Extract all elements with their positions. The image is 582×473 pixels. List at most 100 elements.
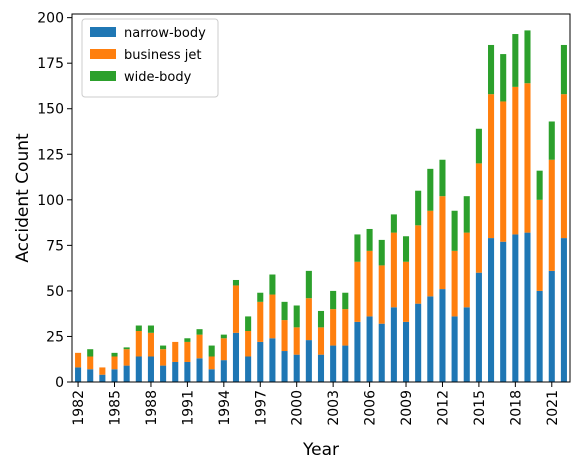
legend-swatch	[90, 71, 116, 81]
bar-narrow-body-2018	[512, 234, 519, 382]
bar-business-jet-2014	[463, 232, 470, 308]
bar-wide-body-1993	[208, 345, 215, 357]
x-tick-label: 2006	[363, 390, 379, 426]
bar-business-jet-2019	[524, 83, 531, 233]
bar-narrow-body-1993	[208, 369, 215, 382]
bar-wide-body-2018	[512, 34, 519, 87]
bar-wide-body-1997	[257, 292, 264, 302]
bar-wide-body-2005	[354, 234, 361, 262]
bar-business-jet-2004	[342, 309, 349, 346]
bar-narrow-body-2004	[342, 345, 349, 382]
y-tick-label: 175	[37, 56, 64, 72]
bar-narrow-body-2009	[402, 321, 410, 382]
y-tick-label: 50	[46, 284, 64, 300]
bar-business-jet-1987	[135, 330, 142, 357]
bar-business-jet-1998	[269, 294, 276, 339]
bar-wide-body-1987	[135, 325, 142, 331]
bar-narrow-body-2016	[488, 238, 495, 382]
bar-business-jet-2022	[560, 94, 567, 239]
bar-business-jet-2002	[317, 327, 325, 355]
x-tick-label: 2021	[545, 390, 561, 426]
bar-business-jet-2018	[512, 86, 519, 235]
bar-narrow-body-1984	[99, 374, 106, 382]
bar-business-jet-1984	[99, 367, 106, 375]
legend-swatch	[90, 27, 116, 37]
plot-area	[75, 30, 567, 382]
x-tick-label: 2018	[508, 390, 524, 426]
bar-wide-body-2008	[390, 214, 397, 233]
x-tick-label: 2012	[435, 390, 451, 426]
bar-narrow-body-1985	[111, 369, 118, 382]
bar-business-jet-1986	[123, 349, 130, 366]
bar-wide-body-1991	[184, 338, 191, 342]
bar-narrow-body-2001	[305, 340, 312, 382]
bar-narrow-body-2014	[463, 307, 470, 382]
bar-narrow-body-1999	[281, 351, 288, 382]
bar-narrow-body-2012	[439, 289, 446, 382]
legend-swatch	[90, 49, 116, 59]
x-tick-label: 2003	[326, 390, 342, 426]
bar-business-jet-1996	[245, 330, 252, 357]
bar-business-jet-1990	[172, 341, 179, 362]
bar-business-jet-2010	[415, 225, 422, 304]
y-tick-label: 25	[46, 329, 64, 345]
bar-wide-body-1995	[232, 279, 240, 286]
bar-wide-body-1994	[220, 334, 227, 339]
bar-business-jet-1994	[220, 338, 227, 361]
bar-wide-body-2007	[378, 239, 385, 266]
bar-business-jet-2012	[439, 196, 446, 290]
bar-wide-body-1998	[269, 274, 276, 295]
axes-frame	[71, 13, 571, 383]
x-tick-label: 1991	[180, 390, 196, 426]
x-axis: 1982 1985 1988 1991 1994 1997 2000 2003 2006 2009…	[71, 382, 561, 426]
bar-wide-body-2003	[330, 290, 337, 310]
bar-narrow-body-1996	[245, 356, 252, 382]
x-axis-label: Year	[302, 440, 339, 460]
x-tick-label: 2009	[399, 390, 415, 426]
bar-business-jet-1995	[232, 285, 240, 333]
legend-label: narrow-body	[124, 26, 206, 41]
x-tick-label: 1982	[71, 390, 87, 426]
bar-narrow-body-2007	[378, 323, 385, 382]
y-axis: 0 25 50 75 100 125 150 175 200	[37, 11, 72, 391]
bar-wide-body-2016	[488, 44, 495, 95]
bar-business-jet-2008	[390, 232, 397, 308]
bar-narrow-body-1990	[172, 361, 179, 382]
bar-business-jet-2009	[402, 261, 410, 322]
bar-business-jet-1991	[184, 341, 191, 362]
bar-business-jet-1985	[111, 356, 118, 370]
bar-business-jet-1997	[257, 301, 264, 342]
x-tick-label: 2015	[472, 390, 488, 426]
bar-narrow-body-2003	[330, 345, 337, 382]
bar-wide-body-1988	[147, 325, 154, 333]
bar-wide-body-2006	[366, 228, 373, 251]
bar-wide-body-2010	[415, 190, 422, 226]
bar-narrow-body-1989	[160, 365, 167, 382]
bar-narrow-body-1997	[257, 341, 264, 382]
bar-wide-body-2019	[524, 30, 531, 84]
bar-wide-body-2002	[317, 310, 325, 328]
bar-wide-body-2017	[500, 54, 507, 102]
bar-business-jet-2021	[548, 159, 555, 271]
bar-narrow-body-2011	[427, 296, 434, 382]
bar-wide-body-2001	[305, 270, 312, 299]
y-tick-label: 150	[37, 102, 64, 118]
x-tick-label: 1988	[144, 390, 160, 426]
bar-wide-body-2020	[536, 170, 543, 200]
bar-narrow-body-1995	[232, 332, 240, 382]
bar-business-jet-1999	[281, 320, 288, 352]
bar-narrow-body-2015	[475, 272, 482, 382]
bar-narrow-body-1983	[87, 369, 94, 382]
bar-narrow-body-2002	[317, 354, 325, 382]
bar-narrow-body-1991	[184, 361, 191, 382]
y-tick-label: 200	[37, 11, 64, 27]
bar-narrow-body-2005	[354, 321, 361, 382]
bar-narrow-body-1994	[220, 360, 227, 382]
bar-business-jet-1982	[75, 352, 82, 368]
bar-business-jet-2005	[354, 261, 361, 322]
bar-business-jet-2000	[293, 327, 300, 355]
bar-wide-body-1989	[160, 345, 167, 350]
bar-wide-body-2009	[402, 236, 410, 262]
bar-narrow-body-2006	[366, 316, 373, 382]
